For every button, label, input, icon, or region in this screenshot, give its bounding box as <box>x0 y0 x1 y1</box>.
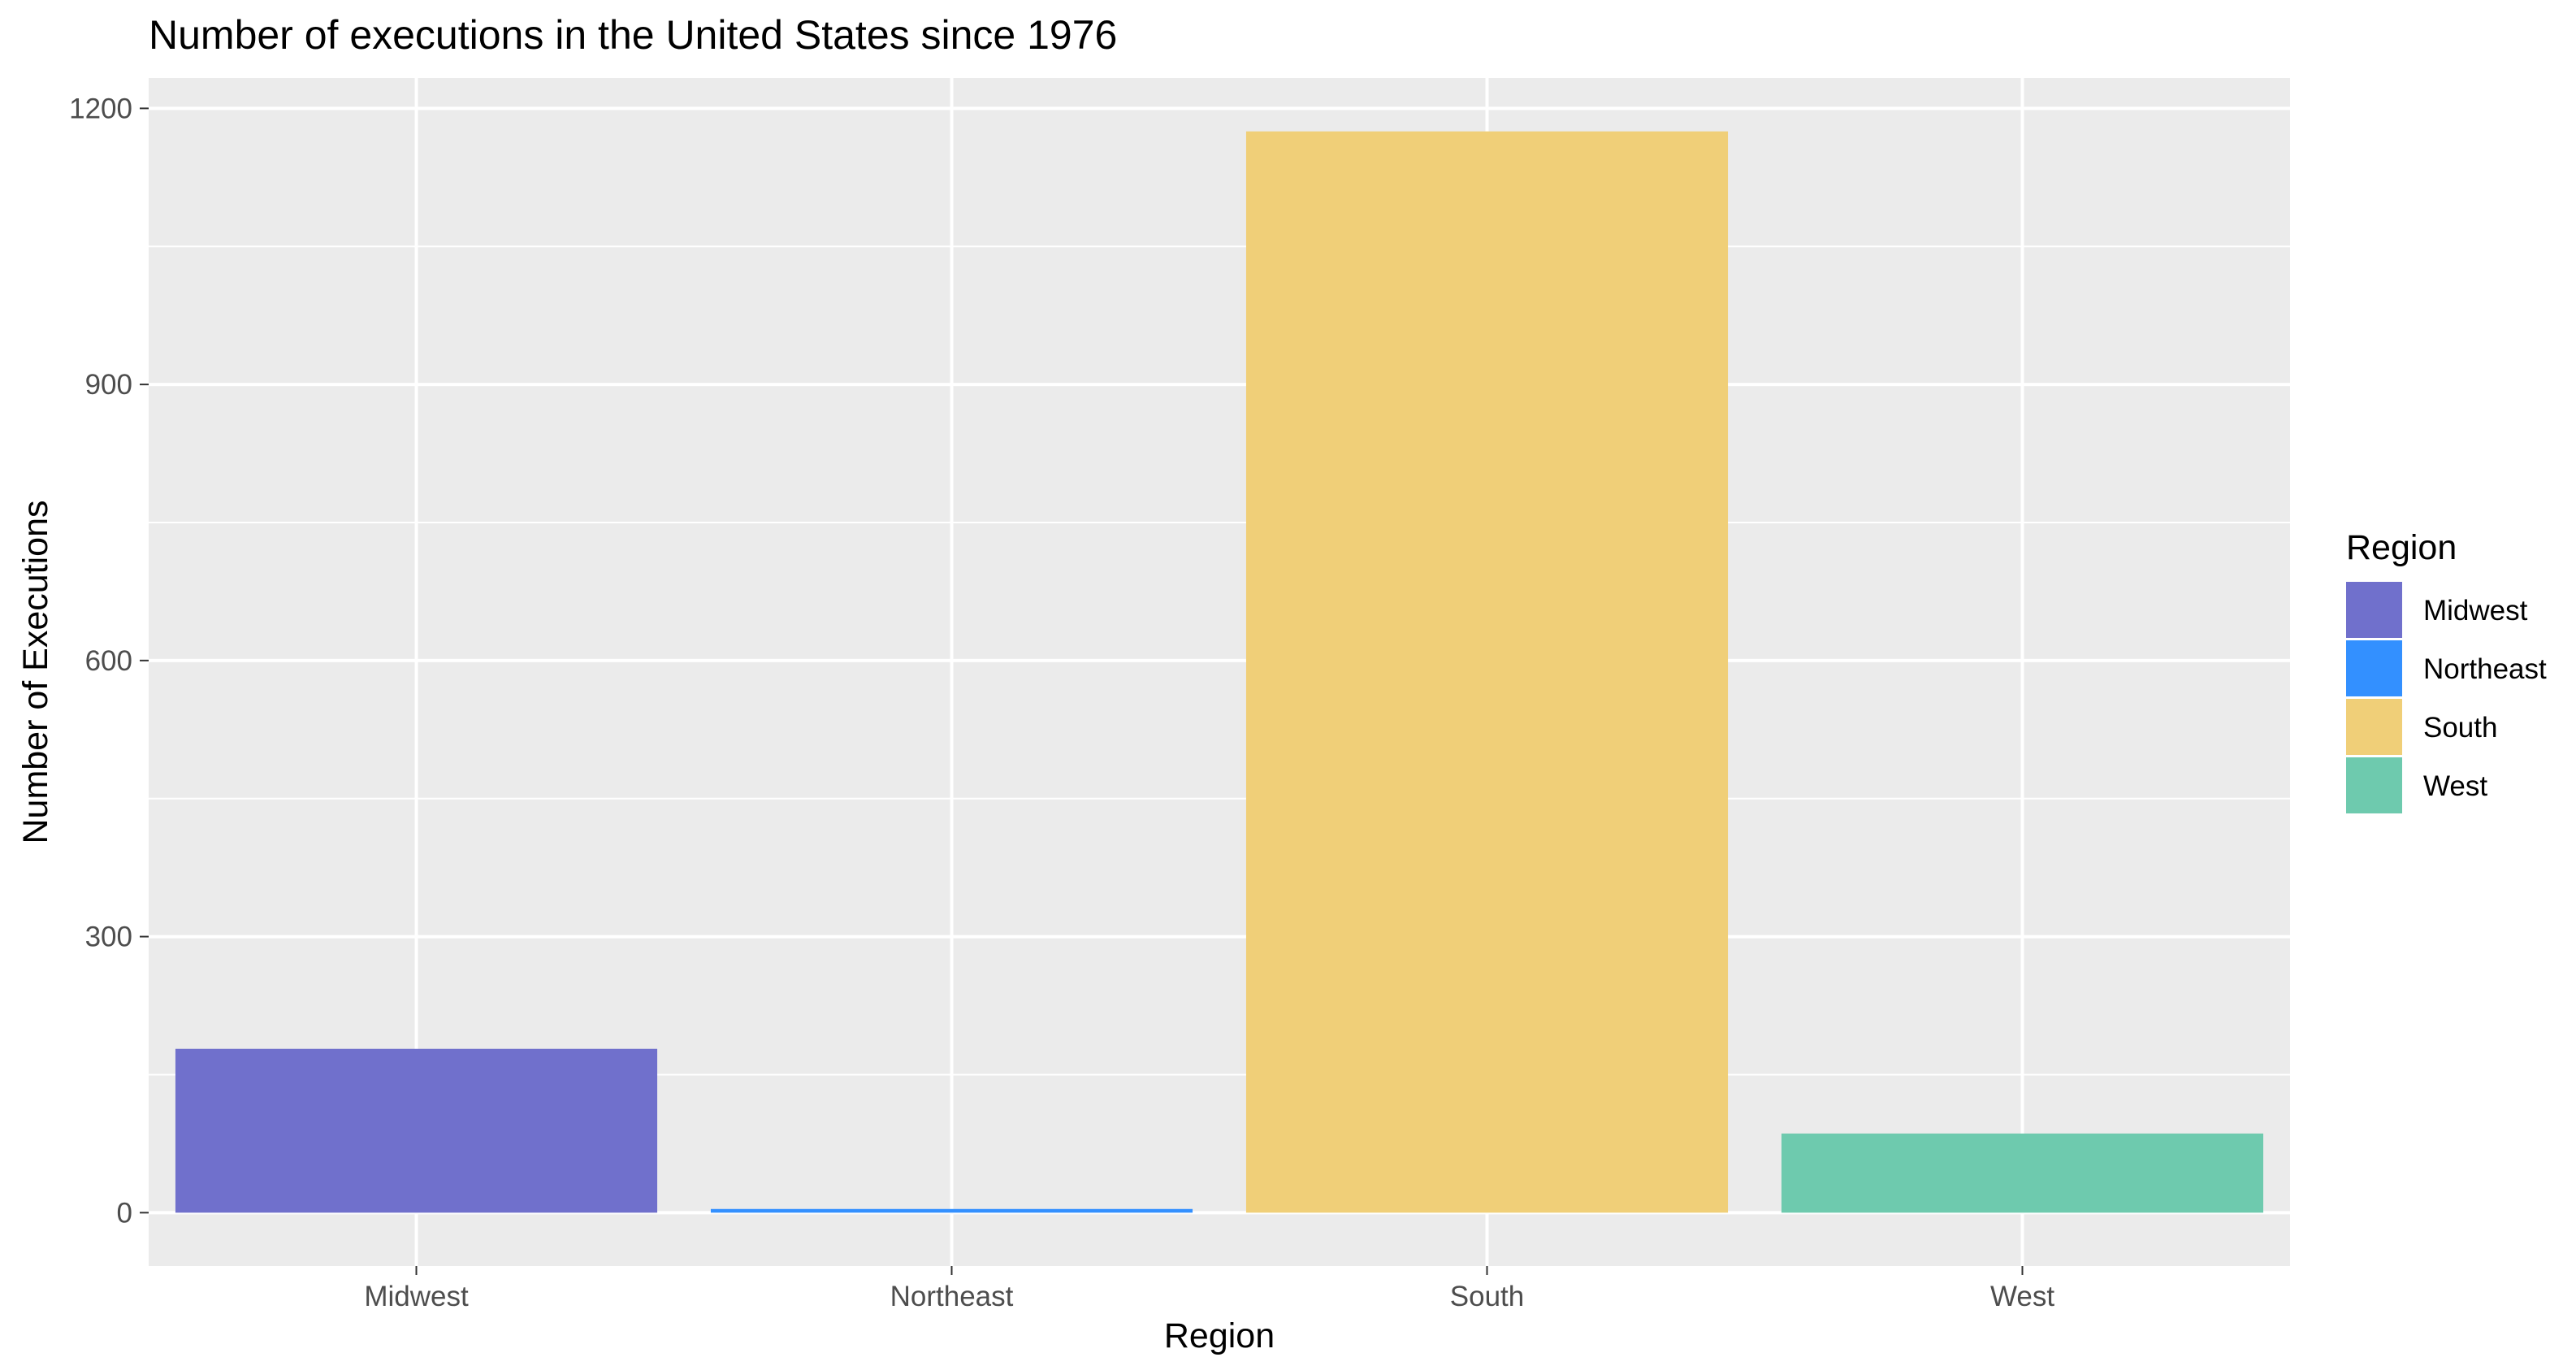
y-tick-label: 300 <box>85 922 132 953</box>
legend-label: South <box>2423 712 2497 744</box>
y-axis-title: Number of Executions <box>16 500 55 843</box>
legend-key-midwest <box>2346 582 2402 638</box>
legend-key-west <box>2346 757 2402 813</box>
bars <box>175 131 2264 1213</box>
bar-midwest <box>175 1048 658 1213</box>
bar-west <box>1781 1133 2264 1213</box>
chart-title: Number of executions in the United State… <box>149 12 1117 58</box>
x-tick-label: Midwest <box>364 1281 469 1312</box>
y-tick-label: 1200 <box>69 93 132 124</box>
x-axis: Midwest Northeast South West <box>364 1266 2054 1312</box>
y-tick-label: 0 <box>117 1197 132 1229</box>
x-tick-label: South <box>1450 1281 1524 1312</box>
legend-title: Region <box>2346 528 2457 567</box>
legend-key-south <box>2346 699 2402 755</box>
legend-label: Northeast <box>2423 653 2547 685</box>
y-tick-label: 900 <box>85 369 132 401</box>
bar-northeast <box>710 1208 1193 1213</box>
bar-south <box>1245 131 1729 1213</box>
x-tick-label: West <box>1990 1281 2054 1312</box>
legend-label: Midwest <box>2423 595 2528 627</box>
legend-key-northeast <box>2346 640 2402 696</box>
legend-label: West <box>2423 770 2487 802</box>
x-axis-title: Region <box>1164 1316 1275 1355</box>
y-axis: 0 300 600 900 1200 <box>69 93 149 1229</box>
x-tick-label: Northeast <box>890 1281 1014 1312</box>
legend: Region Midwest Northeast South West <box>2346 528 2547 813</box>
y-tick-label: 600 <box>85 645 132 677</box>
